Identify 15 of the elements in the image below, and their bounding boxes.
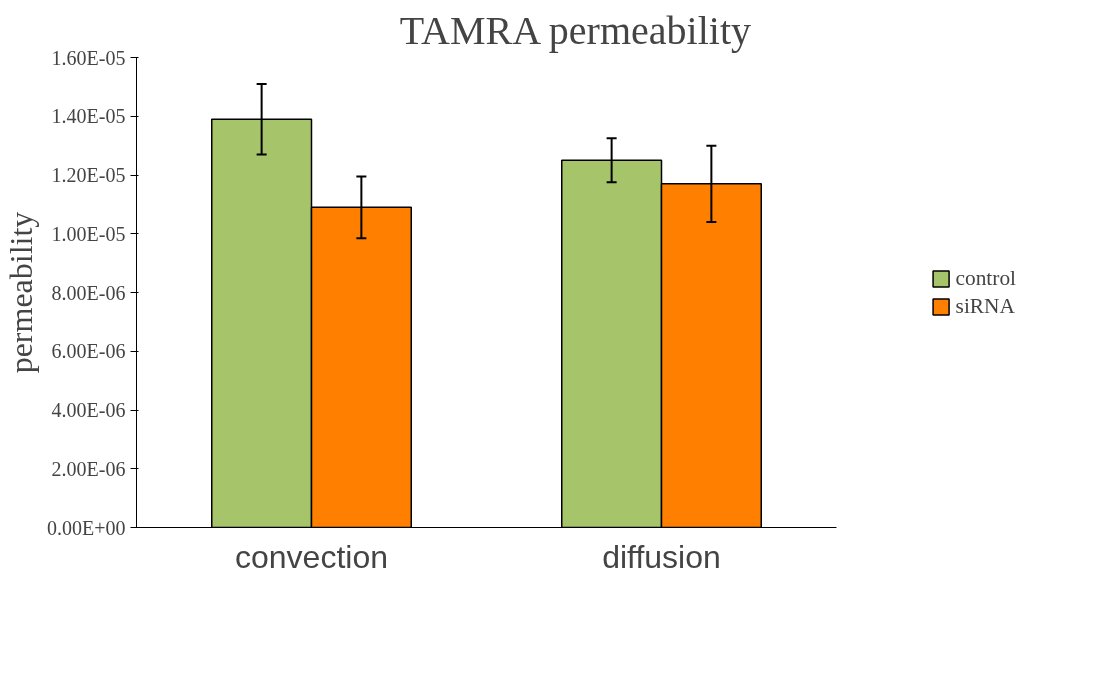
x-tick-label: convection (235, 538, 388, 575)
x-tick-label: diffusion (602, 538, 721, 575)
y-tick-label: 1.60E-05 (51, 46, 126, 69)
y-tick-label: 1.40E-05 (51, 105, 126, 128)
y-tick-label: 2.00E-06 (51, 457, 126, 480)
legend-label: control (955, 265, 1016, 291)
y-tick-label: 1.20E-05 (51, 164, 126, 186)
y-tick-label: 6.00E-06 (51, 340, 126, 363)
y-tick-label: 0.00E+00 (47, 516, 126, 539)
y-tick-label: 4.00E-06 (51, 399, 126, 421)
y-axis-title: permeability (3, 211, 39, 374)
y-tick-label: 1.00E-05 (51, 222, 126, 245)
y-tick-label: 8.00E-06 (51, 281, 126, 304)
legend-label: siRNA (955, 293, 1015, 319)
chart-title: TAMRA permeability (399, 7, 751, 53)
